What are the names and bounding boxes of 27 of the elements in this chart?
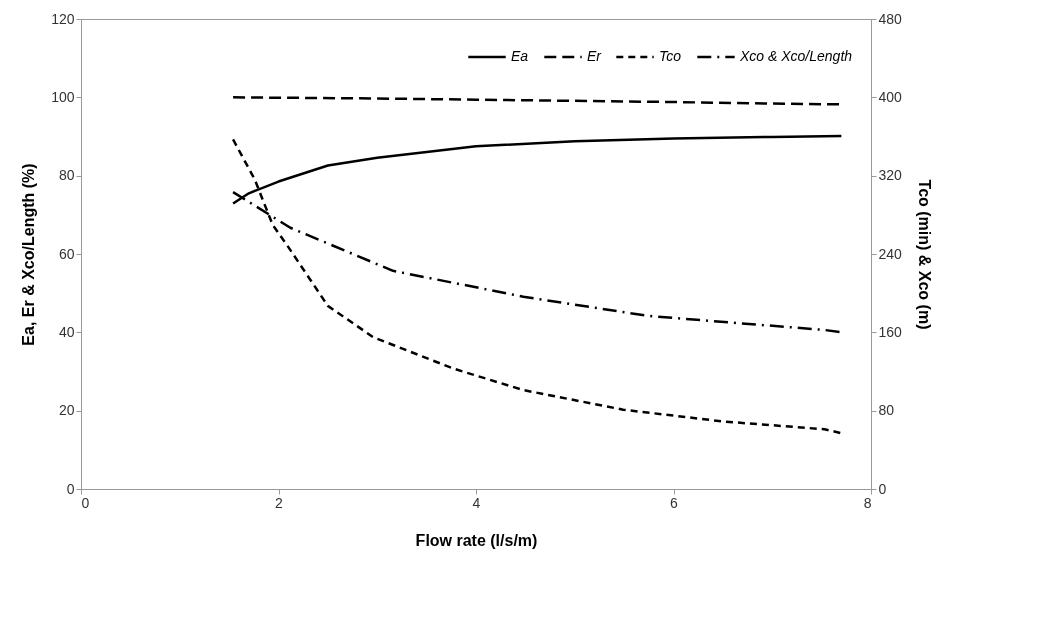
y2-tick-label: 320 bbox=[878, 167, 903, 184]
x-tick-label: 8 bbox=[863, 494, 872, 511]
y2-tick-label: 400 bbox=[878, 88, 903, 105]
x-tick-label: 4 bbox=[472, 494, 481, 511]
y-tick-label: 40 bbox=[58, 323, 75, 340]
y-tick-label: 0 bbox=[66, 480, 75, 497]
y2-tick-label: 480 bbox=[878, 10, 903, 27]
y-axis-title: Ea, Er & Xco/Length (%) bbox=[20, 163, 38, 346]
line-series bbox=[231, 138, 843, 435]
y2-tick-label: 80 bbox=[878, 402, 895, 419]
x-tick-label: 6 bbox=[670, 494, 679, 511]
legend-label: Xco & Xco/Length bbox=[739, 48, 853, 64]
y2-tick-label: 160 bbox=[878, 323, 903, 340]
legend-label: Er bbox=[587, 48, 603, 64]
y-tick-label: 80 bbox=[58, 167, 75, 184]
y2-axis-title: Tco (min) & Xco (m) bbox=[915, 179, 933, 330]
x-tick-label: 2 bbox=[275, 494, 284, 511]
legend-label: Tco bbox=[659, 48, 682, 64]
legend-label: Ea bbox=[511, 48, 529, 64]
y-tick-label: 100 bbox=[51, 88, 75, 105]
y-tick-label: 60 bbox=[58, 245, 75, 262]
x-tick-label: 0 bbox=[81, 494, 90, 511]
y-tick-label: 120 bbox=[51, 10, 75, 27]
y2-tick-label: 240 bbox=[878, 245, 903, 262]
x-axis-title: Flow rate (l/s/m) bbox=[415, 531, 538, 549]
y-tick-label: 20 bbox=[58, 402, 75, 419]
y2-tick-label: 0 bbox=[878, 480, 887, 497]
